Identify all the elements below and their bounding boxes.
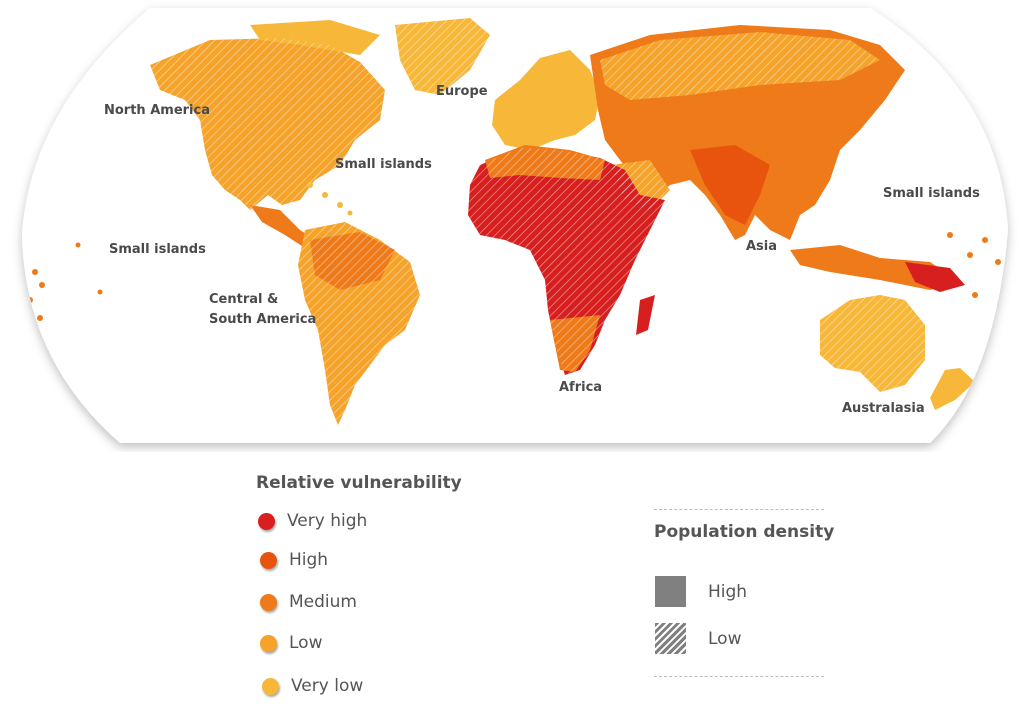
new-zealand-islands: [930, 368, 975, 410]
legend-label: Low: [708, 628, 742, 649]
legend-item-density-low: Low: [655, 623, 741, 654]
label-europe: Europe: [436, 84, 488, 99]
label-north-america: North America: [104, 103, 210, 118]
legend-label: Very high: [287, 511, 368, 531]
madagascar-island: [636, 295, 655, 335]
label-central-south-america-1: Central &: [209, 292, 278, 307]
medium-swatch-icon: [260, 593, 277, 611]
world-vulnerability-map: North America Europe Small islands Small…: [22, 8, 1008, 443]
legend-label: Low: [289, 633, 323, 653]
legend-item-very-high: Very high: [258, 511, 367, 531]
legend-item-density-high: High: [655, 576, 747, 607]
label-africa: Africa: [559, 380, 602, 395]
legend-item-very-low: Very low: [262, 676, 363, 696]
very-low-swatch-icon: [262, 677, 279, 695]
legend-item-high: High: [260, 550, 328, 570]
density-legend-top-divider: [654, 509, 824, 510]
low-density-hatching: [150, 18, 925, 425]
hatched-density-swatch-icon: [655, 623, 686, 654]
density-legend-bottom-divider: [654, 676, 824, 677]
europe-landmass: [492, 50, 600, 150]
legend-label: Medium: [289, 592, 357, 612]
solid-density-swatch-icon: [655, 576, 686, 607]
central-america-landmass: [250, 205, 315, 248]
legend-label: High: [289, 550, 329, 570]
label-central-south-america-2: South America: [209, 312, 316, 327]
legend-label: High: [708, 581, 748, 602]
label-asia: Asia: [746, 239, 777, 254]
new-guinea-island: [905, 262, 965, 292]
vulnerability-legend-title: Relative vulnerability: [256, 473, 462, 493]
very-high-swatch-icon: [258, 512, 275, 530]
label-small-islands-pacific: Small islands: [109, 242, 206, 257]
low-swatch-icon: [260, 634, 277, 652]
label-small-islands-atlantic: Small islands: [335, 157, 432, 172]
label-australasia: Australasia: [842, 401, 925, 416]
label-small-islands-east: Small islands: [883, 186, 980, 201]
legend-item-low: Low: [260, 633, 322, 653]
south-asia-region: [690, 145, 770, 225]
legend-label: Very low: [291, 676, 364, 696]
canada-north-islands: [250, 20, 380, 55]
density-legend-title: Population density: [654, 522, 835, 542]
high-swatch-icon: [260, 551, 277, 569]
legend-item-medium: Medium: [260, 592, 357, 612]
